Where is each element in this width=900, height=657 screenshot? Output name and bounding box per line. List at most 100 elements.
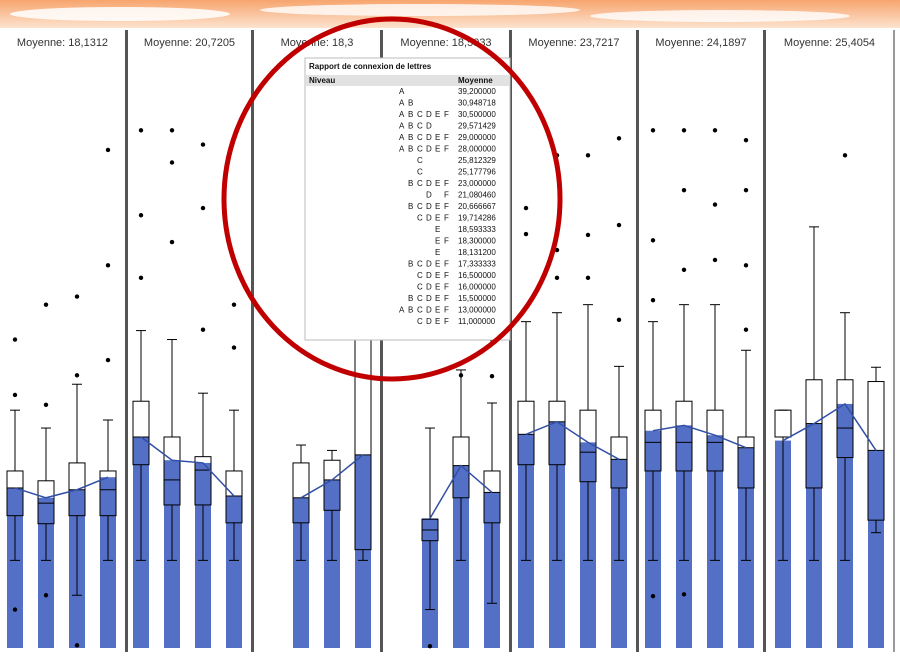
connecting-letter: A	[399, 133, 405, 142]
connecting-letter: C	[417, 145, 423, 154]
connecting-letter: E	[435, 202, 440, 211]
panel-separator	[380, 30, 383, 652]
connecting-letter: F	[444, 214, 449, 223]
panel: Moyenne: 18,1312	[6, 37, 117, 648]
outlier	[74, 294, 80, 299]
connecting-letter: A	[399, 145, 405, 154]
connecting-letter: D	[426, 317, 432, 326]
outlier	[458, 373, 464, 378]
connecting-letter: D	[426, 214, 432, 223]
column-header: Moyenne	[458, 76, 493, 85]
connecting-letter: E	[435, 248, 440, 257]
panel: Moyenne: 18,5933	[400, 37, 501, 649]
connecting-letter: B	[408, 122, 413, 131]
panel: Moyenne: 24,1897	[644, 37, 755, 648]
outlier	[200, 327, 206, 332]
connecting-letter: E	[435, 283, 440, 292]
connecting-letter: F	[444, 202, 449, 211]
box	[774, 409, 792, 438]
blur-patch	[590, 10, 850, 22]
connecting-letter: A	[399, 110, 405, 119]
outlier	[74, 643, 80, 648]
connecting-letter: C	[417, 283, 423, 292]
connecting-letter: F	[444, 306, 449, 315]
bar	[293, 497, 309, 648]
mean-line	[429, 464, 493, 519]
outlier	[138, 275, 144, 281]
connecting-letter: C	[417, 260, 423, 269]
box	[483, 470, 501, 524]
outlier	[743, 188, 749, 193]
box	[517, 400, 535, 466]
outlier	[427, 644, 433, 649]
box	[452, 436, 470, 499]
connecting-letter: A	[399, 87, 405, 96]
highlight-circle	[221, 16, 563, 382]
outlier	[842, 153, 848, 158]
mean-line	[652, 424, 747, 449]
outlier	[489, 373, 495, 379]
connecting-letter: F	[444, 294, 449, 303]
box	[836, 379, 854, 459]
connecting-letter: E	[435, 271, 440, 280]
outlier	[138, 128, 144, 133]
bar	[324, 479, 340, 648]
mean-value: 16,500000	[458, 271, 496, 280]
mean-line	[14, 476, 109, 499]
outlier	[231, 302, 237, 307]
outlier	[585, 275, 591, 281]
connecting-letter: F	[444, 237, 449, 246]
box	[805, 379, 823, 489]
connecting-letter: D	[426, 191, 432, 200]
connecting-letter: F	[444, 179, 449, 188]
panel-separator	[763, 30, 766, 652]
connecting-letter: B	[408, 202, 413, 211]
mean-value: 21,080460	[458, 191, 496, 200]
outlier	[650, 238, 656, 243]
connecting-letter: F	[444, 191, 449, 200]
connecting-letter: F	[444, 271, 449, 280]
connecting-letter: E	[435, 214, 440, 223]
connecting-letter: D	[426, 202, 432, 211]
connecting-letter: C	[417, 294, 423, 303]
connecting-letter: B	[408, 294, 413, 303]
mean-value: 18,300000	[458, 237, 496, 246]
connecting-letter: C	[417, 271, 423, 280]
bar	[7, 487, 23, 648]
outlier	[105, 147, 111, 153]
outlier	[12, 607, 18, 612]
mean-value: 25,812329	[458, 156, 496, 165]
column-header: Niveau	[309, 76, 335, 85]
outlier	[743, 327, 749, 332]
outlier	[43, 593, 49, 598]
connecting-letter: E	[435, 317, 440, 326]
connecting-letter: C	[417, 156, 423, 165]
panel-separator	[125, 30, 128, 652]
panel-separator	[636, 30, 639, 652]
box	[225, 470, 243, 524]
mean-value: 18,131200	[458, 248, 496, 257]
outlier	[169, 160, 175, 165]
panel-header: Moyenne: 18,1312	[17, 37, 108, 49]
mean-line	[525, 420, 620, 460]
connecting-letter: E	[435, 179, 440, 188]
mean-value: 28,000000	[458, 145, 496, 154]
box	[548, 400, 566, 466]
outlier	[105, 263, 111, 268]
outlier	[169, 239, 175, 245]
box	[99, 470, 117, 517]
connecting-letter: A	[399, 306, 405, 315]
connecting-letter: D	[426, 283, 432, 292]
outlier	[681, 267, 687, 272]
outlier	[12, 392, 18, 398]
connecting-letter: C	[417, 168, 423, 177]
bar	[226, 496, 242, 648]
outlier	[712, 257, 718, 263]
mean-value: 30,948718	[458, 99, 496, 108]
connecting-letter: E	[435, 260, 440, 269]
outlier	[616, 317, 622, 323]
report-background	[304, 57, 511, 341]
outlier	[12, 337, 18, 342]
box	[6, 470, 24, 517]
outlier	[200, 205, 206, 211]
